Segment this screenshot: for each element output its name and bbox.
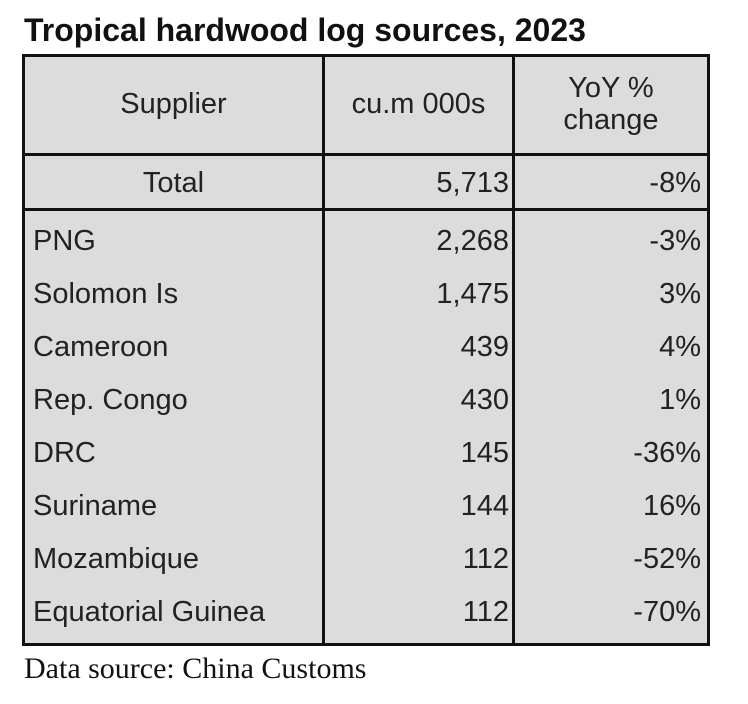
column-header-volume: cu.m 000s	[351, 88, 486, 121]
total-divider	[25, 208, 707, 211]
supplier-yoy-change: -52%	[633, 543, 701, 575]
supplier-name: Rep. Congo	[33, 384, 188, 416]
supplier-name: Equatorial Guinea	[33, 596, 266, 628]
total-volume: 5,713	[436, 167, 509, 199]
column-divider	[512, 57, 515, 643]
total-change: -8%	[649, 167, 701, 199]
supplier-yoy-change: 4%	[659, 331, 701, 363]
header-divider	[25, 153, 707, 156]
supplier-name: DRC	[33, 437, 96, 469]
supplier-name: Mozambique	[33, 543, 200, 575]
yoy-header-line2: change	[563, 104, 659, 136]
column-header-yoy-change: YoY % change	[515, 57, 707, 153]
yoy-header-line1: YoY %	[568, 72, 654, 105]
supplier-yoy-change: -70%	[633, 596, 701, 628]
column-header-supplier: Supplier	[120, 88, 227, 121]
supplier-yoy-change: 16%	[642, 490, 701, 522]
supplier-name: PNG	[33, 225, 96, 257]
data-table: Supplier cu.m 000s YoY % change Total 5,…	[22, 54, 710, 646]
table-title: Tropical hardwood log sources, 2023	[24, 12, 586, 48]
supplier-volume: 430	[460, 384, 509, 416]
supplier-name: Suriname	[33, 490, 158, 522]
supplier-volume: 112	[462, 596, 509, 628]
supplier-yoy-change: -36%	[633, 437, 701, 469]
data-source-note: Data source: China Customs	[24, 652, 367, 685]
total-label: Total	[142, 167, 205, 199]
supplier-volume: 144	[460, 490, 509, 522]
supplier-yoy-change: 3%	[659, 278, 701, 310]
supplier-volume: 1,475	[436, 278, 509, 310]
supplier-name: Cameroon	[33, 331, 169, 363]
supplier-volume: 439	[460, 331, 509, 363]
supplier-name: Solomon Is	[33, 278, 179, 310]
supplier-yoy-change: -3%	[649, 225, 701, 257]
supplier-yoy-change: 1%	[659, 384, 701, 416]
supplier-volume: 112	[462, 543, 509, 575]
supplier-volume: 145	[460, 437, 509, 469]
column-divider	[322, 57, 325, 643]
supplier-volume: 2,268	[436, 225, 509, 257]
